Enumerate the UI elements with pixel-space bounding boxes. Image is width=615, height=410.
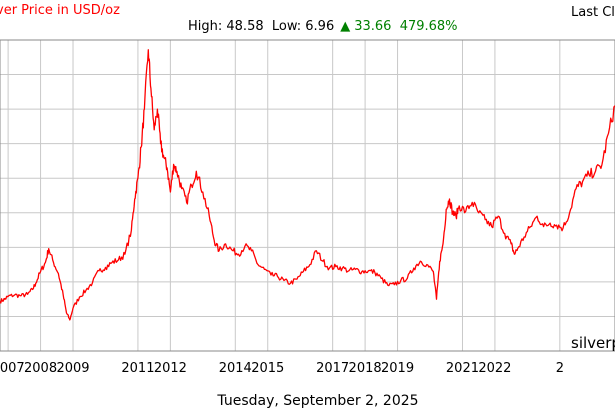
x-tick-label: 2011 [121, 361, 154, 376]
x-tick-label: 2021 [446, 361, 479, 376]
series-line-silver-price [0, 49, 615, 321]
x-tick-label: 2008 [24, 361, 57, 376]
watermark-site-name: silverp [571, 334, 615, 352]
x-tick-label: 2022 [478, 361, 511, 376]
change-text: 33.66 479.68% [354, 19, 457, 34]
x-tick-label: 2019 [381, 361, 414, 376]
grid-lines [0, 40, 615, 351]
x-tick-label: 2014 [219, 361, 252, 376]
x-tick-label: 2015 [251, 361, 284, 376]
last-close-label: Last Cl [571, 5, 615, 20]
x-tick-label: 2 [556, 361, 564, 376]
footer-date: Tuesday, September 2, 2025 [216, 393, 418, 409]
change-up-arrow-icon: ▲ [340, 19, 350, 34]
x-tick-label: 2017 [316, 361, 349, 376]
x-tick-label: 2009 [56, 361, 89, 376]
x-tick-label: 2012 [154, 361, 187, 376]
x-tick-label: 2018 [349, 361, 382, 376]
high-low-text: High: 48.58 Low: 6.96 [188, 19, 334, 34]
x-tick-label: 2007 [0, 361, 25, 376]
price-stats: High: 48.58 Low: 6.96 ▲ 33.66 479.68% [188, 19, 458, 34]
plot-area-border [0, 39, 615, 352]
chart-title: ver Price in USD/oz [0, 3, 120, 18]
